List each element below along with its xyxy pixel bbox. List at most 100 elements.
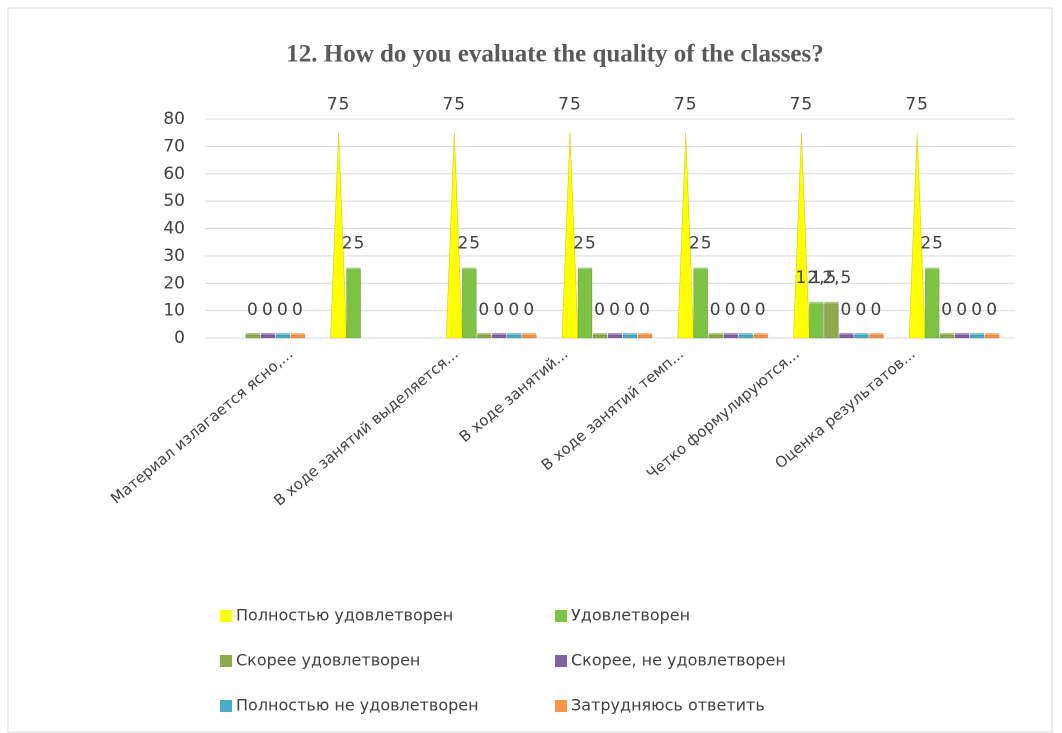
bar — [708, 334, 724, 339]
bar — [723, 334, 739, 339]
bar-top — [638, 333, 652, 335]
bar — [869, 334, 884, 339]
data-label: 0 — [971, 300, 983, 320]
data-label: 0 — [841, 300, 853, 320]
data-label: 0 — [478, 300, 490, 320]
bar-top — [507, 333, 522, 335]
data-label: 75 — [327, 95, 351, 115]
legend-swatch — [220, 610, 232, 622]
data-label: 12,5 — [795, 268, 837, 288]
bar-top — [522, 333, 537, 335]
y-tick-label: 40 — [163, 219, 185, 239]
cone — [677, 132, 694, 339]
cone — [793, 132, 810, 339]
bar-top — [955, 333, 970, 335]
bar-top — [985, 333, 1000, 335]
bar — [260, 334, 276, 339]
y-tick-label: 70 — [163, 136, 185, 156]
bar-top — [477, 333, 492, 335]
bar-top — [275, 333, 290, 335]
bar-top — [723, 333, 738, 335]
bar-top — [608, 333, 622, 335]
bar — [854, 334, 869, 339]
bar-top — [492, 333, 507, 335]
bar-top — [970, 333, 985, 335]
legend-swatch — [220, 700, 232, 712]
data-label: 0 — [755, 300, 767, 320]
bar — [476, 334, 492, 339]
data-label: 25 — [689, 234, 713, 254]
bar-top — [869, 333, 884, 335]
bar — [506, 334, 522, 339]
data-label: 75 — [674, 95, 698, 115]
data-label: 0 — [609, 300, 621, 320]
bar — [637, 334, 653, 339]
data-label: 0 — [941, 300, 953, 320]
data-label: 0 — [508, 300, 520, 320]
bar — [984, 334, 1000, 339]
bar — [753, 334, 769, 339]
data-label: 0 — [493, 300, 505, 320]
data-label: 0 — [710, 300, 722, 320]
legend-swatch — [220, 655, 232, 667]
data-label: 75 — [905, 95, 929, 115]
data-label: 75 — [790, 95, 814, 115]
cone — [908, 132, 926, 339]
bar-top — [245, 333, 260, 335]
bar — [939, 334, 955, 339]
data-label: 0 — [956, 300, 968, 320]
bar — [461, 269, 477, 339]
bar — [346, 269, 361, 339]
legend-swatch — [555, 655, 567, 667]
bar — [824, 303, 839, 339]
bar — [969, 334, 985, 339]
bar — [275, 334, 291, 339]
data-label: 0 — [262, 300, 274, 320]
bar-top — [462, 267, 477, 270]
data-label: 0 — [639, 300, 651, 320]
bar-top — [260, 333, 275, 335]
bar-top — [346, 267, 361, 270]
bar-top — [809, 301, 824, 304]
y-tick-label: 0 — [174, 328, 185, 348]
bar-top — [593, 333, 607, 335]
data-label: 0 — [292, 300, 304, 320]
cone — [446, 132, 463, 339]
data-label: 0 — [594, 300, 606, 320]
bar — [622, 334, 638, 339]
legend-label: Полностью не удовлетворен — [236, 696, 479, 715]
bar — [607, 334, 623, 339]
data-label: 0 — [624, 300, 636, 320]
data-label: 0 — [725, 300, 737, 320]
bar-top — [290, 333, 305, 335]
chart-title: 12. How do you evaluate the quality of t… — [286, 41, 824, 68]
legend-swatch — [555, 610, 567, 622]
legend-swatch — [555, 700, 567, 712]
y-tick-label: 30 — [163, 246, 185, 266]
y-tick-label: 10 — [163, 301, 185, 321]
bar — [245, 334, 261, 339]
data-label: 25 — [573, 234, 597, 254]
cone — [330, 132, 347, 339]
bar-top — [693, 267, 708, 270]
bar — [738, 334, 754, 339]
legend-label: Скорее удовлетворен — [236, 651, 420, 670]
data-label: 12,5 — [810, 268, 852, 288]
bar — [924, 269, 940, 339]
data-label: 25 — [342, 234, 366, 254]
bar — [521, 334, 537, 339]
y-tick-label: 80 — [163, 109, 185, 129]
data-label: 25 — [457, 234, 481, 254]
data-label: 0 — [523, 300, 535, 320]
data-label: 0 — [277, 300, 289, 320]
bar — [693, 269, 709, 339]
bar-top — [925, 267, 940, 270]
bar — [592, 334, 608, 339]
bar — [954, 334, 970, 339]
bar-top — [753, 333, 768, 335]
bar-top — [578, 267, 592, 270]
bar-top — [708, 333, 723, 335]
data-label: 0 — [856, 300, 868, 320]
data-label: 0 — [247, 300, 259, 320]
data-label: 75 — [558, 95, 582, 115]
